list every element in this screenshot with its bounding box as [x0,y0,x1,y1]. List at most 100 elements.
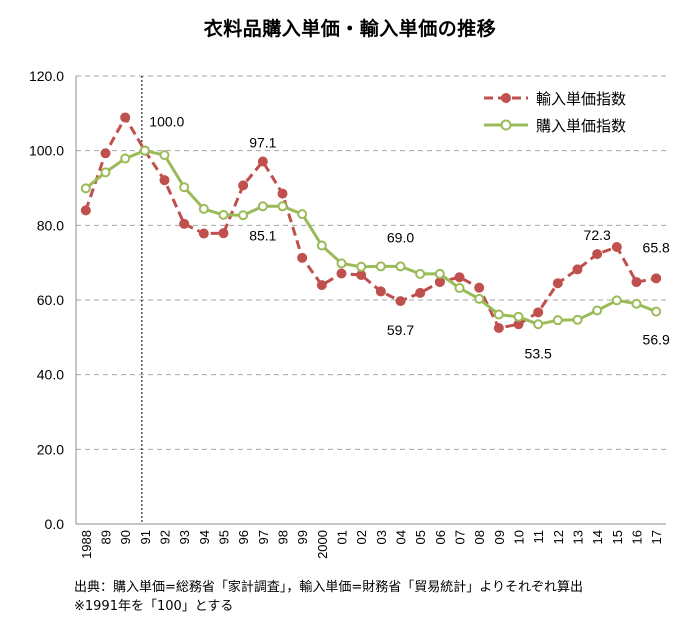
data-point [159,175,170,186]
x-tick-label: 93 [177,530,192,544]
data-point [395,261,406,272]
data-point [218,228,229,239]
x-tick-label: 11 [531,530,546,544]
x-tick-label: 92 [158,530,173,544]
y-tick-label: 60.0 [37,292,64,308]
data-point [159,150,170,161]
data-label: 65.8 [643,239,670,255]
legend-marker [500,119,512,131]
data-point [198,203,209,214]
data-point [238,210,249,221]
series-0 [80,112,662,333]
data-point [277,188,288,199]
legend-label: 購入単価指数 [536,118,626,135]
data-point [218,209,229,220]
series-line [84,149,657,326]
data-point [552,278,563,289]
data-point [572,264,583,275]
x-tick-label: 94 [197,530,212,544]
data-point [533,307,544,318]
data-point [592,249,603,260]
x-tick-label: 09 [492,530,507,544]
x-tick-label: 89 [99,530,114,544]
data-point [533,319,544,330]
series-line [84,115,657,330]
data-point [592,305,603,316]
y-tick-labels: 0.0 20.0 40.0 60.0 80.0 100.0 120.0 [29,68,64,532]
data-point [415,268,426,279]
data-point [100,167,111,178]
x-tick-label: 95 [217,530,232,544]
legend-item: 購入単価指数 [484,118,626,135]
data-point [356,261,367,272]
data-point [513,311,524,322]
y-tick-label: 40.0 [37,367,64,383]
chart-title: 衣料品購入単価・輸入単価の推移 [203,18,497,40]
x-tick-label: 91 [138,530,153,544]
data-label: 53.5 [525,345,552,361]
data-point [395,296,406,307]
data-label: 72.3 [584,227,611,243]
x-tick-label: 08 [472,530,487,544]
legend-item: 輸入単価指数 [484,91,626,108]
data-label: 100.0 [149,114,184,130]
data-point [356,269,367,280]
x-tick-label: 13 [571,530,586,544]
legend-label: 輸入単価指数 [536,91,626,108]
data-point [415,287,426,298]
x-tick-label: 05 [413,530,428,544]
data-point [120,153,131,164]
data-label: 59.7 [387,322,414,338]
data-label: 97.1 [249,134,276,150]
data-labels: 100.0 97.1 85.1 69.0 59.7 53.5 72.3 65.8 56.9 [149,114,670,362]
data-point [316,280,327,291]
x-tick-label: 1988 [79,530,94,559]
x-tick-label: 15 [610,530,625,544]
data-point [120,112,131,123]
y-tick-label: 0.0 [45,516,65,532]
x-tick-label: 98 [276,530,291,544]
x-tick-label: 14 [590,530,605,544]
data-point [80,183,91,194]
data-point [454,283,465,294]
legend-marker [501,93,511,103]
x-tick-label: 96 [236,530,251,544]
data-point [375,286,386,297]
data-point [139,145,150,156]
data-point [297,209,308,220]
data-point [611,295,622,306]
y-tick-label: 20.0 [37,441,64,457]
data-point [572,314,583,325]
x-tick-label: 07 [453,530,468,544]
data-label: 56.9 [643,332,670,348]
series-group [80,112,662,333]
y-tick-label: 80.0 [37,217,64,233]
x-tick-label: 01 [335,530,350,544]
data-point [179,218,190,229]
x-tick-label: 03 [374,530,389,544]
data-point [611,241,622,252]
x-tick-label: 12 [551,530,566,544]
data-point [651,306,662,317]
note-line: ※1991年を「100」とする [74,599,234,614]
x-tick-label: 97 [256,530,271,544]
data-point [297,252,308,263]
series-1 [80,145,662,330]
data-point [80,205,91,216]
data-point [474,293,485,304]
data-point [631,277,642,288]
source-note: 出典：購入単価=総務省「家計調査」，輸入単価=財務省「貿易統計」よりそれぞれ算出… [74,578,583,616]
data-point [434,277,445,288]
data-point [434,268,445,279]
y-tick-label: 120.0 [29,68,64,84]
data-point [336,258,347,269]
data-label: 69.0 [387,229,414,245]
x-tick-label: 99 [295,530,310,544]
x-tick-label: 06 [433,530,448,544]
data-point [257,201,268,212]
data-point [198,228,209,239]
data-point [454,272,465,283]
data-point [552,315,563,326]
